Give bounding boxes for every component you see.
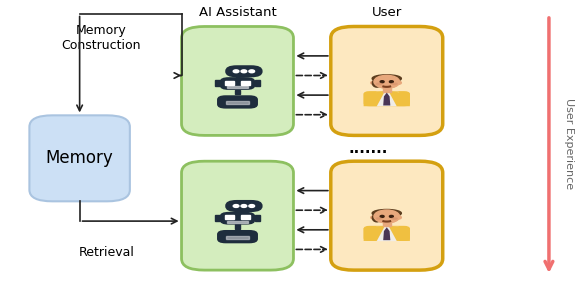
- Ellipse shape: [372, 214, 381, 222]
- Text: User Experience: User Experience: [564, 98, 574, 190]
- Ellipse shape: [376, 83, 381, 85]
- Circle shape: [371, 216, 377, 219]
- Circle shape: [233, 70, 239, 73]
- Bar: [236, 209, 239, 212]
- FancyBboxPatch shape: [181, 161, 294, 270]
- Text: User: User: [372, 6, 402, 19]
- Ellipse shape: [372, 75, 401, 82]
- Circle shape: [374, 210, 400, 223]
- Polygon shape: [363, 226, 385, 241]
- Bar: [227, 221, 248, 223]
- Bar: [227, 86, 248, 88]
- Circle shape: [380, 81, 384, 83]
- Circle shape: [249, 204, 255, 207]
- Ellipse shape: [372, 209, 401, 217]
- Ellipse shape: [372, 79, 381, 87]
- FancyBboxPatch shape: [225, 65, 263, 77]
- FancyBboxPatch shape: [363, 91, 410, 106]
- Polygon shape: [383, 227, 391, 240]
- Bar: [383, 86, 391, 92]
- Ellipse shape: [392, 218, 397, 219]
- FancyBboxPatch shape: [219, 77, 255, 90]
- Circle shape: [395, 216, 401, 219]
- Circle shape: [374, 75, 400, 88]
- FancyBboxPatch shape: [181, 26, 294, 135]
- Polygon shape: [389, 226, 410, 241]
- Bar: [255, 215, 260, 221]
- Bar: [376, 227, 398, 240]
- Polygon shape: [363, 91, 385, 106]
- Bar: [225, 215, 234, 219]
- Bar: [225, 81, 234, 85]
- Bar: [226, 236, 249, 239]
- Ellipse shape: [376, 218, 381, 219]
- Circle shape: [374, 75, 400, 88]
- FancyBboxPatch shape: [29, 115, 130, 201]
- Text: Memory
Construction: Memory Construction: [62, 24, 141, 52]
- FancyBboxPatch shape: [331, 161, 443, 270]
- Ellipse shape: [392, 83, 397, 85]
- Bar: [215, 215, 219, 221]
- Circle shape: [389, 81, 393, 83]
- Circle shape: [380, 215, 384, 217]
- Bar: [383, 220, 391, 226]
- Circle shape: [249, 70, 255, 73]
- Bar: [236, 75, 239, 77]
- Circle shape: [371, 81, 377, 84]
- Bar: [215, 80, 219, 86]
- FancyBboxPatch shape: [217, 230, 258, 243]
- Circle shape: [234, 72, 241, 75]
- FancyBboxPatch shape: [363, 226, 410, 241]
- Circle shape: [241, 204, 247, 207]
- Text: AI Assistant: AI Assistant: [199, 6, 276, 19]
- Polygon shape: [389, 91, 410, 106]
- Circle shape: [241, 70, 247, 73]
- Circle shape: [389, 215, 393, 217]
- FancyBboxPatch shape: [217, 95, 258, 109]
- FancyBboxPatch shape: [219, 212, 255, 225]
- Bar: [234, 224, 240, 229]
- Circle shape: [234, 206, 241, 210]
- Polygon shape: [230, 77, 246, 82]
- Text: Memory: Memory: [46, 149, 113, 167]
- Bar: [255, 80, 260, 86]
- Bar: [241, 215, 249, 219]
- Polygon shape: [383, 93, 391, 105]
- Circle shape: [233, 204, 239, 207]
- Bar: [234, 90, 240, 94]
- Bar: [241, 81, 249, 85]
- FancyBboxPatch shape: [225, 200, 263, 212]
- Circle shape: [374, 210, 400, 223]
- Circle shape: [395, 81, 401, 84]
- Text: .......: .......: [348, 141, 388, 156]
- Polygon shape: [230, 212, 246, 217]
- Text: Retrieval: Retrieval: [79, 247, 135, 259]
- Bar: [376, 92, 398, 105]
- FancyBboxPatch shape: [331, 26, 443, 135]
- Bar: [226, 101, 249, 104]
